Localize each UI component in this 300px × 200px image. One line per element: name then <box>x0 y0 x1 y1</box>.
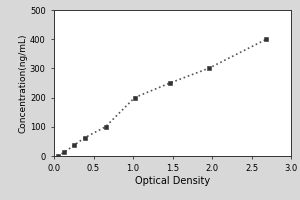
X-axis label: Optical Density: Optical Density <box>135 176 210 186</box>
Y-axis label: Concentration(ng/mL): Concentration(ng/mL) <box>18 33 27 133</box>
